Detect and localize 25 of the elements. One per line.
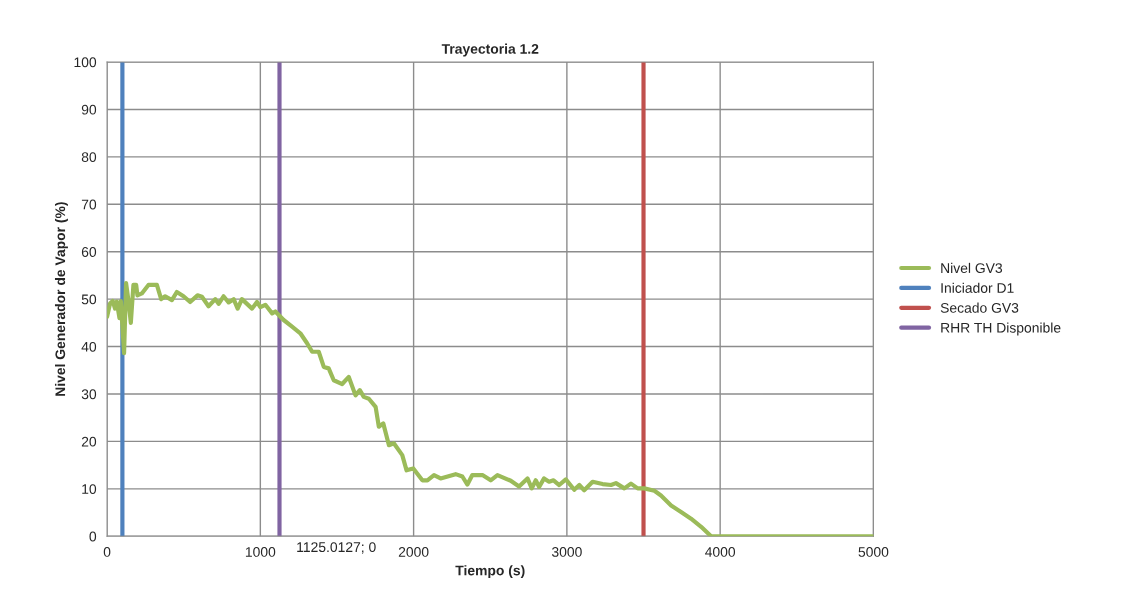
legend-label: Iniciador D1 (941, 282, 1014, 293)
y-tick-label: 0 (89, 531, 97, 542)
y-tick-label: 100 (74, 57, 97, 68)
x-tick-label: 4000 (705, 547, 736, 557)
y-axis-title: Nivel Generador de Vapor (%) (54, 202, 68, 396)
y-tick-label: 20 (81, 436, 97, 447)
y-tick-label: 90 (81, 104, 97, 115)
x-tick-label: 3000 (551, 547, 582, 557)
annotation: 1125.0127; 0 (297, 542, 376, 554)
legend-label: RHR TH Disponible (941, 322, 1061, 336)
x-tick-label: 1000 (245, 547, 276, 557)
y-tick-label: 80 (81, 152, 97, 163)
y-tick-label: 40 (81, 341, 97, 352)
x-axis-title: Tiempo (s) (455, 565, 525, 579)
legend-label: Nivel GV3 (941, 262, 1003, 274)
x-tick-label: 0 (103, 547, 111, 557)
legend-label: Secado GV3 (940, 302, 1019, 313)
x-tick-label: 5000 (858, 547, 889, 557)
y-tick-label: 60 (81, 247, 97, 257)
y-tick-label: 30 (81, 389, 97, 400)
y-tick-label: 10 (82, 484, 97, 494)
chart-title: Trayectoria 1.2 (441, 43, 539, 57)
y-tick-label: 50 (81, 294, 97, 305)
y-tick-label: 70 (81, 199, 97, 210)
x-tick-label: 2000 (398, 547, 429, 557)
